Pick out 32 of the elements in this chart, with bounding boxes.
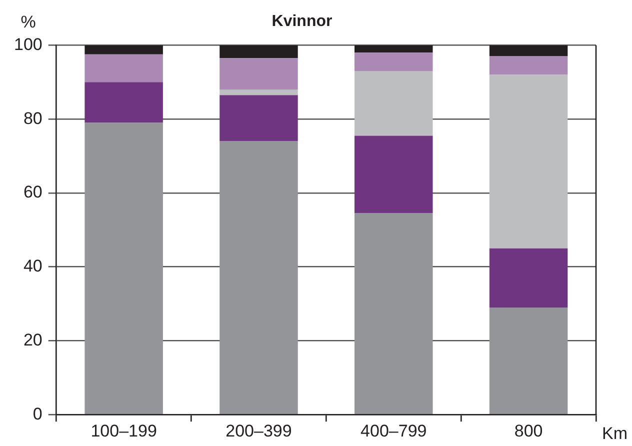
x-tick-label: 800 [514,421,543,440]
bar [220,141,298,414]
y-tick-label: 80 [23,108,42,128]
bar [84,122,163,414]
bar [84,45,163,54]
bar [489,56,568,75]
chart-title: Kvinnor [272,13,332,30]
bar [489,74,568,248]
bar [489,248,568,308]
bar [354,71,433,136]
bar [489,307,568,414]
y-tick-label: 20 [23,330,42,350]
bar [354,136,433,214]
bar [220,95,298,142]
bar [354,213,433,414]
bar [220,90,298,96]
bar [354,45,433,53]
bar [84,54,163,82]
bar [354,52,433,72]
bar [220,58,298,90]
x-axis-title: Km [602,424,628,443]
bar [84,82,163,123]
x-tick-label: 400–799 [360,421,427,440]
x-tick-label: 100–199 [90,421,157,440]
y-axis-title: % [20,12,36,32]
bar [489,45,568,56]
y-tick-label: 0 [32,404,42,424]
bar [220,45,298,58]
x-tick-label: 200–399 [226,421,292,440]
y-tick-label: 60 [23,182,42,202]
y-tick-label: 100 [14,34,42,54]
y-tick-label: 40 [23,256,42,276]
